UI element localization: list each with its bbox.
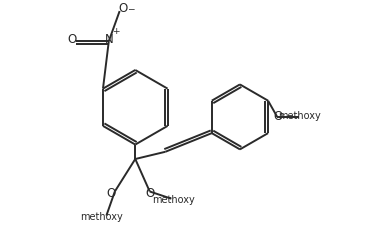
Text: O: O	[146, 187, 155, 200]
Text: O: O	[119, 2, 128, 15]
Text: O: O	[273, 110, 283, 123]
Text: N: N	[104, 33, 113, 46]
Text: methoxy: methoxy	[80, 212, 123, 222]
Text: −: −	[127, 4, 134, 13]
Text: O: O	[107, 187, 116, 200]
Text: +: +	[112, 27, 120, 36]
Text: methoxy: methoxy	[278, 111, 321, 121]
Text: methoxy: methoxy	[152, 195, 195, 206]
Text: O: O	[67, 33, 77, 46]
